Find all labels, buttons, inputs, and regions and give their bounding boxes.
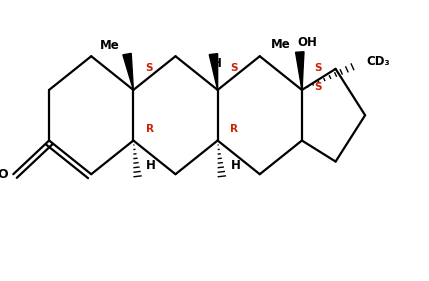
- Text: O: O: [0, 168, 8, 181]
- Text: Me: Me: [271, 38, 291, 51]
- Text: Me: Me: [100, 39, 120, 52]
- Text: S: S: [230, 63, 237, 73]
- Text: R: R: [146, 124, 154, 134]
- Text: OH: OH: [297, 36, 317, 49]
- Text: CD₃: CD₃: [367, 55, 390, 68]
- Polygon shape: [209, 54, 218, 90]
- Polygon shape: [296, 52, 304, 90]
- Text: H: H: [146, 159, 156, 172]
- Text: S: S: [145, 63, 153, 73]
- Text: S: S: [314, 81, 322, 92]
- Polygon shape: [123, 53, 133, 90]
- Text: H: H: [212, 57, 222, 70]
- Text: H: H: [230, 159, 240, 172]
- Text: R: R: [230, 124, 239, 134]
- Text: S: S: [314, 63, 322, 73]
